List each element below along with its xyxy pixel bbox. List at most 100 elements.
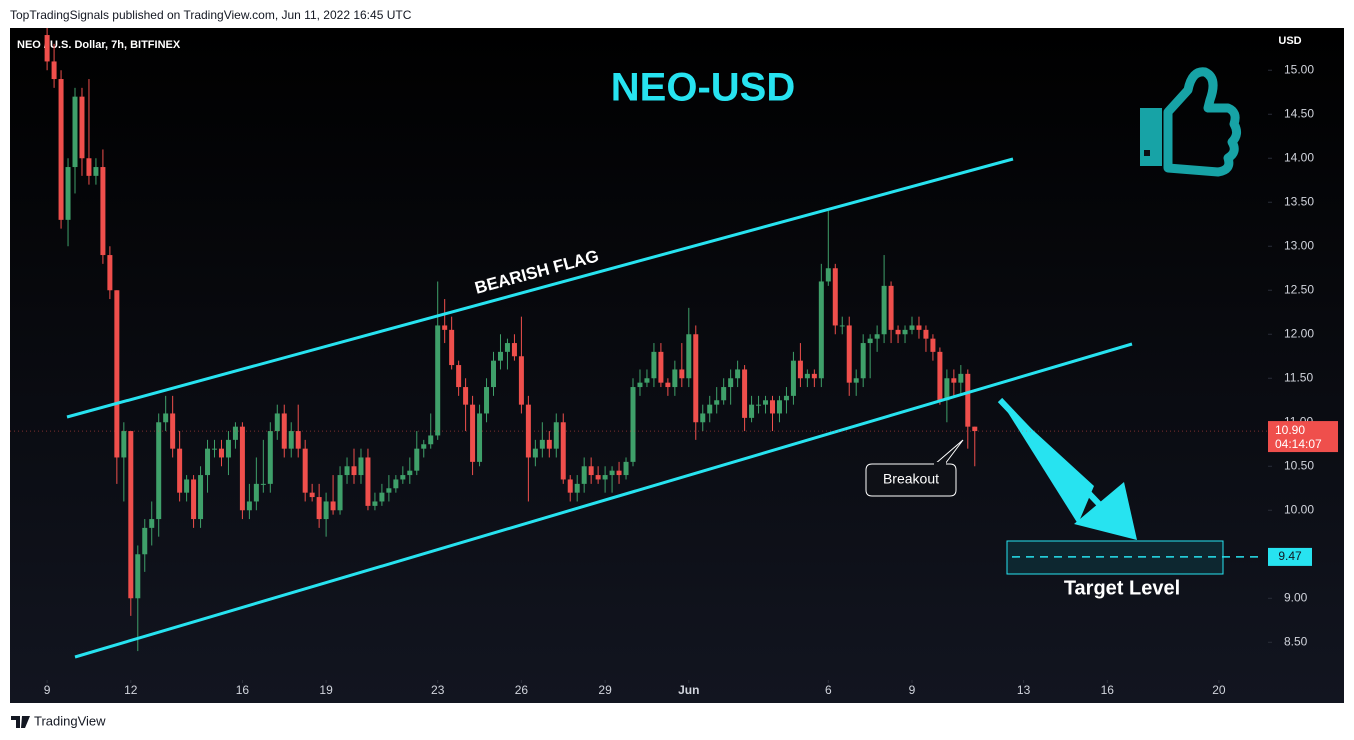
candle-body (449, 329, 455, 366)
candle-body (51, 61, 57, 80)
candle-body (825, 268, 831, 282)
candle-body (707, 404, 713, 414)
x-tick-label: 20 (1212, 683, 1226, 697)
candle-body (344, 466, 350, 476)
y-tick-label: 15.00 (1284, 62, 1314, 76)
candle-body (797, 360, 803, 379)
y-tick-label: 13.50 (1284, 194, 1314, 208)
publish-header: TopTradingSignals published on TradingVi… (10, 8, 412, 22)
footer-brand: TradingView (34, 713, 106, 728)
candle-body (225, 439, 231, 458)
candle-body (260, 483, 266, 485)
candle-body (763, 400, 769, 405)
candle-body (783, 395, 789, 401)
candle-body (400, 475, 406, 480)
candle-body (735, 369, 741, 379)
candle-body (121, 431, 127, 458)
x-tick-label: 16 (1101, 683, 1115, 697)
candle-body (581, 466, 587, 484)
candle-body (470, 404, 476, 462)
candle-body (358, 457, 364, 476)
candle-body (205, 448, 211, 476)
candle-body (212, 448, 218, 450)
breakout-label: Breakout (883, 471, 939, 487)
candle-body (888, 285, 894, 330)
y-tick-label: 10.00 (1284, 502, 1314, 516)
candle-body (435, 325, 441, 436)
candle-body (811, 373, 817, 379)
chart-background (10, 28, 1344, 703)
y-tick-label: 13.00 (1284, 238, 1314, 252)
candle-body (651, 351, 657, 379)
x-tick-label: 16 (236, 683, 250, 697)
candle-body (316, 497, 322, 520)
candle-body (776, 400, 782, 414)
candle-body (44, 35, 50, 62)
candle-body (128, 431, 134, 599)
candle-body (351, 466, 357, 476)
candle-body (972, 426, 978, 432)
symbol-label: NEO / U.S. Dollar, 7h, BITFINEX (17, 39, 181, 51)
candle-body (728, 378, 734, 388)
candle-body (965, 373, 971, 427)
candle-body (65, 167, 71, 220)
candle-body (832, 268, 838, 326)
candle-body (191, 479, 197, 520)
candle-body (484, 387, 490, 414)
candle-body (323, 501, 329, 520)
plot-area (44, 28, 978, 652)
x-tick-label: 12 (124, 683, 138, 697)
candle-body (79, 96, 85, 159)
candle-body (602, 475, 608, 480)
candle-body (909, 325, 915, 330)
candle-body (288, 431, 294, 449)
candle-body (149, 519, 155, 528)
candle-body (135, 554, 141, 599)
candle-body (944, 378, 950, 401)
x-tick-label: 13 (1017, 683, 1031, 697)
candle-body (232, 426, 238, 440)
candle-body (770, 400, 776, 414)
candle-body (574, 483, 580, 493)
candle-body (156, 422, 162, 520)
candle-body (198, 475, 204, 520)
last-price-label: 10.90 (1275, 423, 1305, 437)
candle-body (177, 448, 183, 493)
candle-body (658, 351, 664, 383)
candle-body (749, 404, 755, 418)
candle-body (567, 479, 573, 493)
channel-upper-line (66, 157, 1014, 419)
candle-body (407, 470, 413, 476)
candle-body (246, 501, 252, 511)
y-tick-label: 9.00 (1284, 590, 1308, 604)
candle-body (595, 475, 601, 480)
candle-body (274, 413, 280, 432)
candle-body (330, 501, 336, 511)
x-tick-label: 29 (598, 683, 612, 697)
chart-title: NEO-USD (611, 66, 795, 110)
candle-body (525, 404, 531, 458)
candle-body (644, 378, 650, 383)
candle-body (491, 360, 497, 388)
candle-body (665, 382, 671, 388)
candle-body (839, 325, 845, 327)
candle-body (170, 413, 176, 449)
candle-body (860, 343, 866, 379)
candle-body (281, 413, 287, 449)
candle-body (881, 285, 887, 335)
candle-body (337, 475, 343, 511)
candle-body (951, 378, 957, 383)
candle-body (504, 343, 510, 352)
arrow-body (1000, 400, 1094, 524)
candle-body (553, 422, 559, 449)
candle-body (267, 431, 273, 484)
candle-body (623, 461, 629, 476)
x-tick-label: 9 (44, 683, 51, 697)
candle-body (253, 483, 259, 502)
y-tick-label: 12.00 (1284, 326, 1314, 340)
candle-body (804, 373, 810, 379)
candle-body (532, 448, 538, 458)
candle-body (686, 334, 692, 379)
countdown-label: 04:14:07 (1275, 437, 1322, 451)
target-price-box (1268, 547, 1312, 566)
